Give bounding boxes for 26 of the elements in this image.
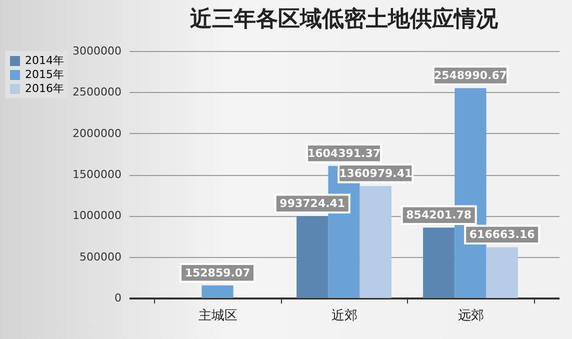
y-tick-label: 1500000 [72,168,122,181]
y-tick-label: 2000000 [72,126,122,140]
x-tick-label: 主城区 [198,308,238,324]
bar [423,228,455,298]
y-tick-label: 3000000 [72,44,122,58]
legend-label: 2015年 [25,68,64,81]
data-label: 993724.41 [280,197,346,210]
data-label: 1360979.41 [339,166,412,180]
data-label: 616663.16 [469,228,536,242]
data-label: 1604391.37 [307,146,381,160]
bar [202,285,234,298]
y-tick-label: 0 [114,292,122,304]
bar [296,216,328,298]
y-tick-label: 2500000 [72,86,122,99]
legend-label: 2014年 [25,54,64,67]
data-label: 2548990.67 [434,69,508,82]
y-tick-label: 500000 [80,250,122,264]
bar [360,186,392,298]
y-tick-label: 1000000 [72,209,122,222]
data-label: 854201.78 [406,208,472,222]
x-tick-label: 远郊 [458,308,484,324]
chart-title: 近三年各区域低密土地供应情况 [189,6,499,32]
x-tick-label: 近郊 [332,308,358,324]
data-label: 152859.07 [184,266,250,280]
bar [486,247,518,298]
legend-label: 2016年 [25,82,64,95]
